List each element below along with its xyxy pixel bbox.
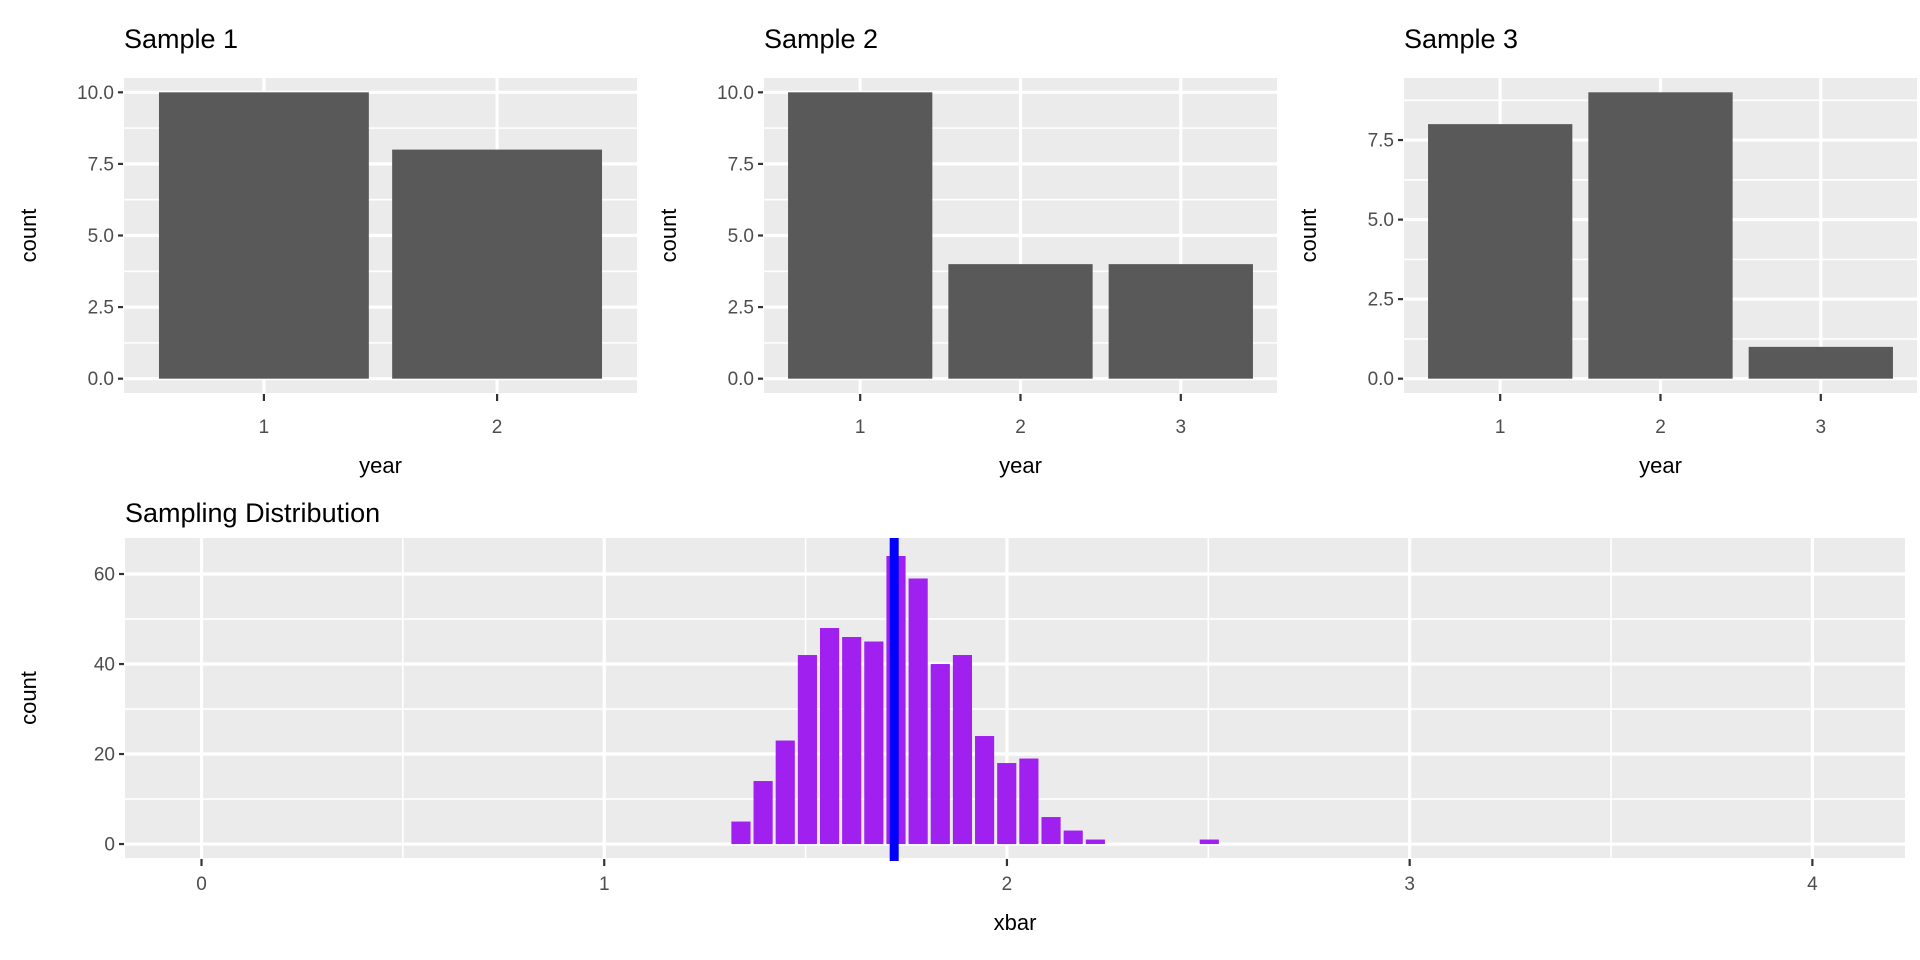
histogram-bar — [1041, 817, 1061, 845]
y-tick-label: 7.5 — [88, 154, 114, 175]
histogram-bar — [797, 655, 817, 845]
histogram-bar — [908, 578, 928, 845]
y-axis-title: count — [656, 209, 681, 263]
chart-sample-1: 0.0 2.5 5.0 7.5 10.0 1 2 Sample 1 year count — [0, 0, 640, 490]
y-tick-label: 5.0 — [728, 226, 754, 247]
x-axis-title: year — [359, 453, 402, 478]
sample-3-bar-chart: 0.0 2.5 5.0 7.5 1 2 3 Sample 3 year count — [1296, 24, 1917, 478]
histogram-bar — [952, 655, 973, 845]
histogram-bar — [1085, 839, 1105, 845]
sampling-distribution-histogram: 0 20 40 60 0 1 2 3 4 Sampling Distribution xbar cou… — [16, 498, 1905, 935]
x-tick-label: 3 — [1176, 417, 1187, 438]
x-axis-title: xbar — [994, 910, 1037, 935]
bar-3 — [1748, 346, 1893, 379]
y-tick-label: 10.0 — [717, 83, 754, 104]
histogram-bar — [775, 740, 795, 845]
x-tick-label: 2 — [1655, 417, 1666, 438]
y-tick-label: 0 — [104, 835, 115, 856]
y-tick-label: 0.0 — [728, 369, 754, 390]
y-tick-label: 2.5 — [88, 298, 114, 319]
histogram-bar — [1063, 830, 1083, 845]
y-tick-label: 7.5 — [1368, 131, 1394, 152]
plot-title: Sampling Distribution — [125, 498, 380, 528]
bar-1 — [788, 92, 933, 379]
sample-2-bar-chart: 0.0 2.5 5.0 7.5 10.0 1 2 3 Sample 2 year count — [656, 24, 1277, 478]
y-tick-label: 60 — [94, 565, 115, 586]
x-tick-label: 3 — [1816, 417, 1827, 438]
histogram-bar — [731, 821, 751, 845]
chart-sample-3: 0.0 2.5 5.0 7.5 1 2 3 Sample 3 year count — [1280, 0, 1920, 490]
histogram-bar — [842, 637, 862, 845]
x-axis-title: year — [1639, 453, 1682, 478]
histogram-bar — [975, 736, 995, 845]
x-tick-label: 3 — [1404, 874, 1415, 895]
bar-3 — [1108, 264, 1253, 379]
x-tick-label: 0 — [196, 874, 207, 895]
chart-sampling-distribution: 0 20 40 60 0 1 2 3 4 Sampling Distribution xbar cou… — [0, 490, 1920, 960]
bar-1 — [1428, 124, 1573, 379]
histogram-bar — [1199, 839, 1219, 845]
x-axis-title: year — [999, 453, 1042, 478]
y-tick-label: 20 — [94, 745, 115, 766]
bar-1 — [158, 92, 369, 379]
plot-title: Sample 2 — [764, 24, 878, 54]
histogram-bar — [819, 628, 840, 845]
histogram-bar — [864, 641, 884, 845]
y-axis-title: count — [1296, 209, 1321, 263]
y-axis-title: count — [16, 209, 41, 263]
histogram-bar — [930, 664, 950, 845]
histogram-bar — [753, 781, 773, 845]
x-tick-label: 2 — [1002, 874, 1013, 895]
y-axis-title: count — [16, 671, 41, 725]
y-tick-label: 2.5 — [728, 298, 754, 319]
x-tick-label: 1 — [259, 417, 270, 438]
y-tick-label: 2.5 — [1368, 290, 1394, 311]
x-tick-label: 1 — [1495, 417, 1506, 438]
y-tick-label: 5.0 — [1368, 210, 1394, 231]
y-tick-label: 0.0 — [88, 369, 114, 390]
x-tick-label: 4 — [1807, 874, 1818, 895]
bar-2 — [1588, 92, 1733, 379]
sample-1-bar-chart: 0.0 2.5 5.0 7.5 10.0 1 2 Sample 1 year count — [16, 24, 637, 478]
x-tick-label: 1 — [855, 417, 866, 438]
bar-2 — [948, 264, 1093, 379]
mean-vline — [889, 538, 899, 861]
x-tick-label: 1 — [599, 874, 610, 895]
y-tick-label: 10.0 — [77, 83, 114, 104]
y-tick-label: 0.0 — [1368, 369, 1394, 390]
plot-title: Sample 3 — [1404, 24, 1518, 54]
y-tick-label: 7.5 — [728, 154, 754, 175]
x-tick-label: 2 — [1015, 417, 1026, 438]
histogram-bar — [1019, 758, 1039, 845]
y-tick-label: 5.0 — [88, 226, 114, 247]
histogram-bar — [997, 763, 1017, 845]
chart-sample-2: 0.0 2.5 5.0 7.5 10.0 1 2 3 Sample 2 year count — [640, 0, 1280, 490]
bar-2 — [392, 149, 603, 379]
x-tick-label: 2 — [492, 417, 503, 438]
y-tick-label: 40 — [94, 655, 115, 676]
plot-title: Sample 1 — [124, 24, 238, 54]
